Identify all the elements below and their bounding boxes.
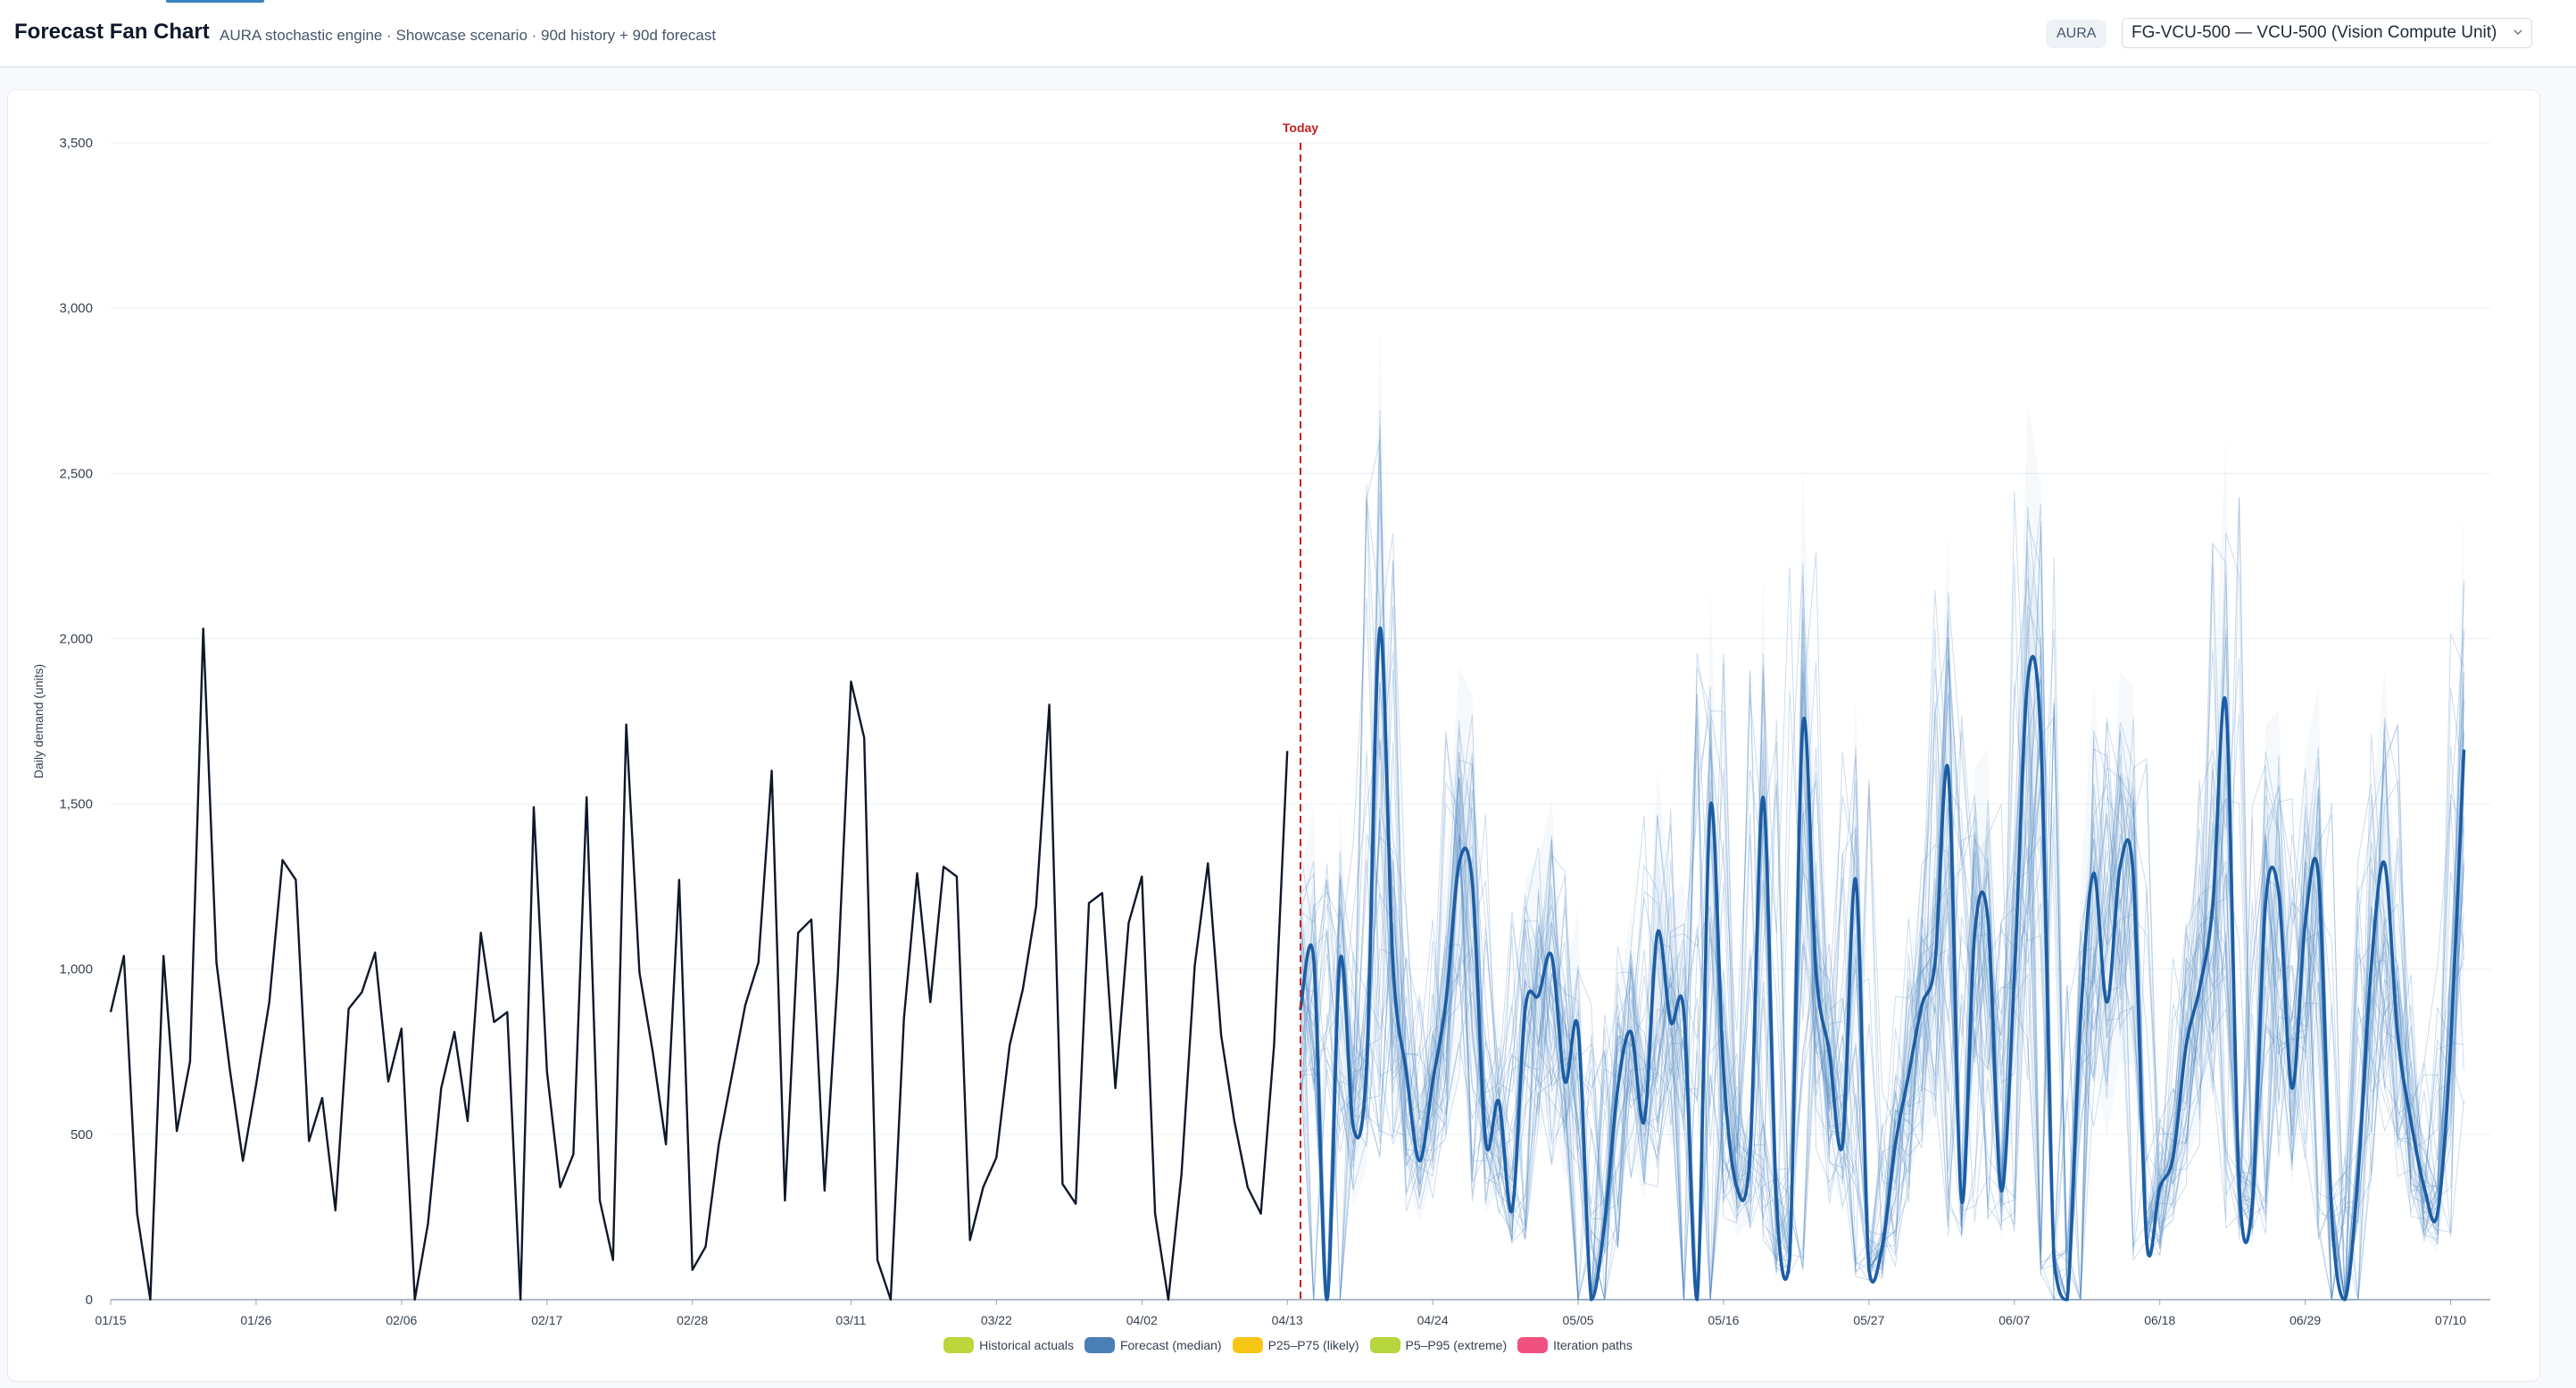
legend-item-p25-p75[interactable]: P25–P75 (likely) (1232, 1334, 1359, 1356)
iteration-path (1300, 636, 2464, 1301)
page-title: Forecast Fan Chart (14, 20, 210, 44)
chart-card (7, 89, 2540, 1382)
legend-label-historical: Historical actuals (979, 1338, 1074, 1352)
x-tick-label: 05/16 (1708, 1313, 1739, 1327)
iteration-path (1300, 577, 2464, 1301)
legend-label-p5-p95: P5–P95 (extreme) (1405, 1338, 1508, 1352)
engine-badge: AURA (2046, 20, 2107, 48)
legend-swatch-median (1084, 1337, 1115, 1353)
x-tick-label: 04/13 (1272, 1313, 1303, 1327)
historical-actuals-line (109, 628, 1289, 1301)
iteration-path (1300, 561, 2464, 1301)
chart-legend: Historical actuals Forecast (median) P25… (0, 1334, 2576, 1356)
iteration-path (1300, 526, 2464, 1301)
y-tick-label: 3,000 (59, 301, 93, 316)
iteration-path (1300, 581, 2464, 1301)
x-tick-label: 01/15 (95, 1313, 126, 1327)
x-tick-label: 02/28 (677, 1313, 708, 1327)
x-tick-label: 05/27 (1853, 1313, 1884, 1327)
product-select-value: FG-VCU-500 — VCU-500 (Vision Compute Uni… (2131, 23, 2497, 42)
legend-swatch-p5-p95 (1369, 1337, 1400, 1353)
y-tick-label: 2,500 (59, 466, 93, 481)
iteration-path (1300, 484, 2464, 1301)
iteration-path (1300, 658, 2464, 1301)
legend-label-p25-p75: P25–P75 (likely) (1267, 1338, 1359, 1352)
y-axis-ticks: 0 500 1,000 1,500 2,000 2,500 3,000 3,500 (59, 136, 93, 1308)
legend-label-iterations: Iteration paths (1553, 1338, 1633, 1352)
today-marker-label: Today (1283, 121, 1318, 135)
y-axis-label: Daily demand (units) (31, 664, 46, 778)
y-tick-label: 0 (86, 1292, 93, 1308)
legend-swatch-p25-p75 (1232, 1337, 1263, 1353)
legend-item-iterations[interactable]: Iteration paths (1517, 1334, 1633, 1356)
x-tick-label: 06/18 (2144, 1313, 2175, 1327)
iteration-path (1300, 491, 2464, 1301)
x-tick-label: 01/26 (240, 1313, 271, 1327)
y-tick-label: 500 (71, 1127, 93, 1143)
legend-item-p5-p95[interactable]: P5–P95 (extreme) (1369, 1334, 1508, 1356)
x-tick-label: 03/11 (835, 1313, 866, 1327)
x-tick-label: 05/05 (1563, 1313, 1594, 1327)
x-tick-label: 02/06 (386, 1313, 417, 1327)
iteration-path (1300, 664, 2464, 1301)
iteration-path (1300, 557, 2464, 1301)
iteration-path (1300, 440, 2464, 1301)
x-tick-label: 04/02 (1126, 1313, 1158, 1327)
x-axis-ticks: 01/15 01/26 02/06 02/17 02/28 03/11 03/22 04/02… (95, 1300, 2466, 1327)
legend-swatch-iterations (1517, 1337, 1549, 1353)
y-tick-label: 3,500 (59, 136, 93, 151)
x-tick-label: 03/22 (981, 1313, 1012, 1327)
y-tick-label: 1,500 (59, 797, 93, 812)
x-tick-label: 04/24 (1417, 1313, 1449, 1327)
legend-label-median: Forecast (median) (1119, 1338, 1222, 1352)
iteration-path (1300, 653, 2464, 1301)
active-tab-indicator (166, 0, 264, 3)
iteration-path (1300, 606, 2464, 1301)
x-tick-label: 07/10 (2435, 1313, 2466, 1327)
iteration-path (1300, 682, 2464, 1301)
x-tick-label: 02/17 (531, 1313, 562, 1327)
legend-item-median[interactable]: Forecast (median) (1084, 1334, 1222, 1356)
legend-item-historical[interactable]: Historical actuals (943, 1334, 1074, 1356)
y-tick-label: 2,000 (59, 631, 93, 646)
x-tick-label: 06/07 (1998, 1313, 2030, 1327)
iteration-path (1300, 409, 2464, 1301)
iteration-path (1300, 498, 2464, 1301)
iteration-path (1300, 543, 2464, 1301)
x-tick-label: 06/29 (2289, 1313, 2321, 1327)
page-subtitle: AURA stochastic engine · Showcase scenar… (220, 27, 717, 44)
chevron-down-icon (2514, 29, 2522, 35)
header-bar: Forecast Fan Chart AURA stochastic engin… (0, 0, 2576, 68)
product-select[interactable]: FG-VCU-500 — VCU-500 (Vision Compute Uni… (2122, 18, 2532, 48)
y-tick-label: 1,000 (59, 962, 93, 977)
iteration-path (1300, 540, 2464, 1301)
grid-lines (111, 142, 2490, 1301)
iteration-path (1300, 552, 2464, 1301)
iteration-path (1300, 585, 2464, 1301)
forecast-median-line (1299, 627, 2466, 1301)
legend-swatch-historical (943, 1337, 975, 1353)
